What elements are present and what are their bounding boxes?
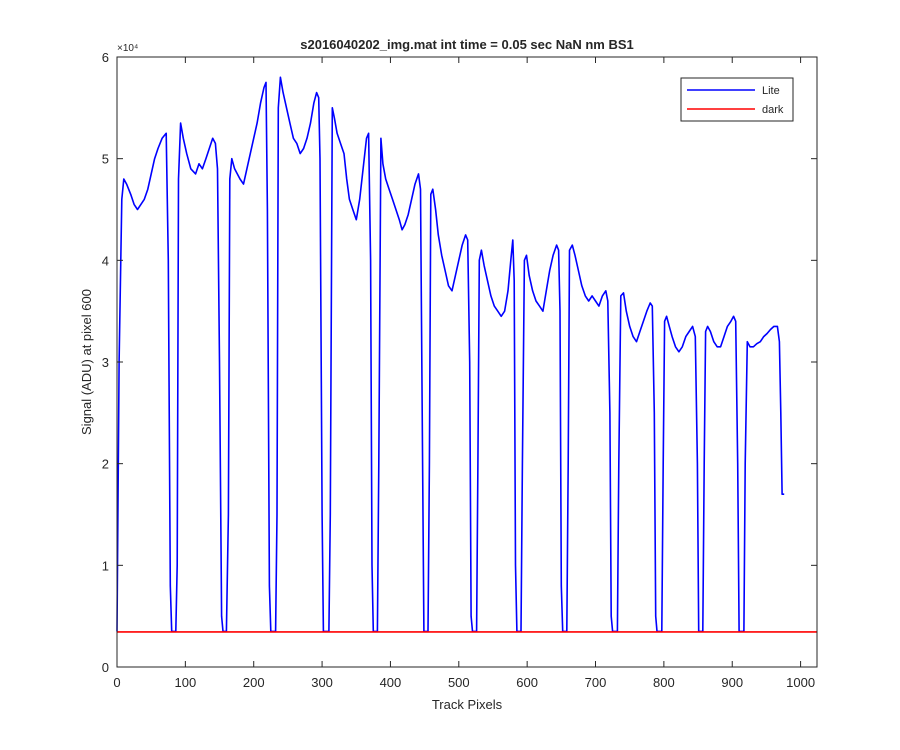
legend-box bbox=[680, 77, 794, 122]
y-tick-label: 4 bbox=[102, 253, 109, 268]
y-tick-label: 6 bbox=[102, 50, 109, 65]
y-tick-label: 1 bbox=[102, 558, 109, 573]
chart-title: s2016040202_img.mat int time = 0.05 sec … bbox=[300, 37, 634, 52]
x-tick-label: 900 bbox=[721, 675, 743, 690]
x-tick-label: 300 bbox=[311, 675, 333, 690]
series-layer bbox=[116, 76, 817, 633]
y-tick-label: 3 bbox=[102, 355, 109, 370]
legend: Lite dark bbox=[680, 77, 794, 122]
series-line-lite bbox=[116, 76, 785, 633]
x-tick-label: 600 bbox=[516, 675, 538, 690]
legend-label-lite: Lite bbox=[762, 85, 780, 97]
x-tick-label: 500 bbox=[448, 675, 470, 690]
y-axis-ticks: 0 1 2 3 4 5 6 bbox=[102, 50, 817, 675]
x-tick-label: 800 bbox=[653, 675, 675, 690]
x-tick-label: 0 bbox=[113, 675, 120, 690]
x-tick-label: 200 bbox=[243, 675, 265, 690]
x-axis-ticks: 0 100 200 300 400 500 600 700 800 900 1000 bbox=[113, 57, 815, 690]
x-tick-label: 400 bbox=[380, 675, 402, 690]
y-axis-label: Signal (ADU) at pixel 600 bbox=[79, 289, 94, 435]
y-tick-label: 0 bbox=[102, 660, 109, 675]
y-tick-label: 2 bbox=[102, 457, 109, 472]
plot-area-background bbox=[117, 57, 817, 667]
legend-label-dark: dark bbox=[762, 104, 784, 116]
y-exponent-label: ×10⁴ bbox=[117, 43, 138, 54]
x-axis-label: Track Pixels bbox=[432, 697, 503, 712]
x-tick-label: 1000 bbox=[786, 675, 815, 690]
x-tick-label: 700 bbox=[585, 675, 607, 690]
x-tick-label: 100 bbox=[175, 675, 197, 690]
y-tick-label: 5 bbox=[102, 152, 109, 167]
